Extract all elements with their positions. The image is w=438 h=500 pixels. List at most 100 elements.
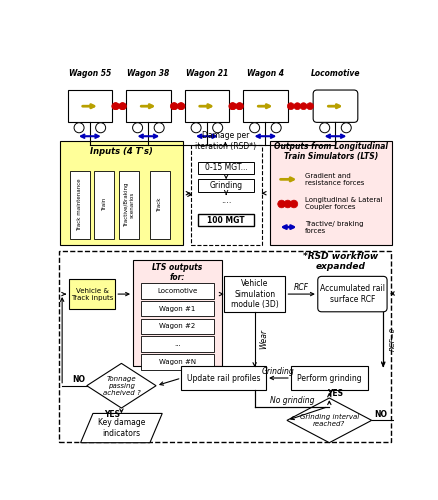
Text: Grinding interval
reached?: Grinding interval reached?	[299, 414, 358, 427]
Text: Track maintenance: Track maintenance	[77, 178, 82, 231]
Circle shape	[212, 123, 222, 133]
Circle shape	[236, 102, 243, 110]
Text: ....: ....	[220, 196, 231, 205]
Text: Wagon 21: Wagon 21	[185, 69, 227, 78]
Text: No grinding: No grinding	[269, 396, 314, 405]
Text: Accumulated rail
surface RCF: Accumulated rail surface RCF	[319, 284, 384, 304]
Circle shape	[112, 102, 118, 110]
Text: Gradient and
resistance forces: Gradient and resistance forces	[304, 173, 363, 186]
Text: Perform grinding: Perform grinding	[297, 374, 361, 382]
Bar	[140, 284, 213, 298]
Circle shape	[154, 123, 164, 133]
Bar	[94, 171, 114, 238]
Circle shape	[95, 123, 106, 133]
Circle shape	[287, 102, 293, 110]
Bar	[140, 318, 213, 334]
Text: Wagon #N: Wagon #N	[158, 359, 195, 365]
Text: NO: NO	[374, 410, 386, 418]
Text: Wagon #1: Wagon #1	[159, 306, 195, 312]
Text: YES: YES	[327, 390, 343, 398]
Text: RCF: RCF	[293, 284, 308, 292]
Text: Grinding: Grinding	[261, 368, 294, 376]
Circle shape	[340, 123, 350, 133]
Circle shape	[293, 102, 300, 110]
Bar	[198, 162, 253, 174]
Text: Vehicle
Simulation
module (3D): Vehicle Simulation module (3D)	[230, 279, 278, 309]
Text: Wagon 4: Wagon 4	[246, 69, 283, 78]
Text: Tractive/Braking
scenarios: Tractive/Braking scenarios	[124, 182, 134, 227]
Text: Grinding: Grinding	[209, 181, 242, 190]
Circle shape	[171, 102, 178, 110]
Bar	[67, 90, 112, 122]
Text: YES: YES	[104, 410, 120, 418]
Bar	[198, 214, 253, 226]
Bar	[70, 171, 90, 238]
Circle shape	[229, 102, 236, 110]
Text: ...: ...	[173, 341, 180, 347]
Circle shape	[112, 102, 119, 110]
Bar	[140, 301, 213, 316]
Text: Train: Train	[102, 198, 107, 211]
Bar	[181, 366, 265, 390]
Circle shape	[74, 123, 84, 133]
Polygon shape	[87, 364, 156, 408]
Circle shape	[170, 102, 177, 110]
Text: Wear: Wear	[259, 329, 268, 349]
Text: 0-15 MGT...: 0-15 MGT...	[204, 164, 247, 172]
Text: *RSD workflow
expanded: *RSD workflow expanded	[303, 252, 378, 272]
Circle shape	[306, 102, 313, 110]
Circle shape	[271, 123, 281, 133]
Text: Update rail profiles: Update rail profiles	[187, 374, 260, 382]
Bar	[69, 280, 115, 308]
Circle shape	[228, 102, 235, 110]
Text: Tractive/ braking
forces: Tractive/ braking forces	[304, 220, 362, 234]
Polygon shape	[81, 414, 162, 442]
Text: Tonnage
passing
acheived ?: Tonnage passing acheived ?	[102, 376, 140, 396]
Circle shape	[178, 102, 184, 110]
Bar	[269, 141, 391, 245]
Circle shape	[177, 102, 184, 110]
Text: Wagon 38: Wagon 38	[127, 69, 169, 78]
Text: Damage per
iteration (RSD*): Damage per iteration (RSD*)	[194, 131, 255, 150]
Bar	[59, 251, 390, 442]
Bar	[198, 180, 253, 192]
Circle shape	[319, 123, 329, 133]
Circle shape	[283, 200, 291, 208]
Bar	[133, 260, 221, 366]
Text: Vehicle &
Track inputs: Vehicle & Track inputs	[71, 288, 113, 300]
Bar	[290, 366, 367, 390]
Bar	[126, 90, 170, 122]
Bar	[140, 336, 213, 352]
Text: Wagon #2: Wagon #2	[159, 324, 195, 330]
Text: LTS outputs
for:: LTS outputs for:	[152, 263, 202, 282]
Text: NO: NO	[72, 375, 85, 384]
Bar	[60, 141, 183, 245]
Text: Locomotive: Locomotive	[157, 288, 197, 294]
Circle shape	[300, 102, 306, 110]
Text: Track: Track	[157, 198, 162, 212]
FancyBboxPatch shape	[312, 90, 357, 122]
Text: Outputs from Longitudinal
Train Simulators (LTS): Outputs from Longitudinal Train Simulato…	[273, 142, 387, 162]
Bar	[190, 144, 261, 245]
Text: Key damage
indicators: Key damage indicators	[98, 418, 145, 438]
Circle shape	[191, 123, 201, 133]
Text: RCF=0: RCF=0	[389, 327, 395, 351]
Text: Locomotive: Locomotive	[310, 69, 360, 78]
Text: 100 MGT: 100 MGT	[207, 216, 244, 224]
Circle shape	[118, 102, 125, 110]
Circle shape	[119, 102, 126, 110]
Bar	[184, 90, 229, 122]
Text: Longitudinal & Lateral
Coupler forces: Longitudinal & Lateral Coupler forces	[304, 198, 381, 210]
Circle shape	[290, 200, 297, 208]
Circle shape	[277, 200, 285, 208]
Bar	[243, 90, 287, 122]
Text: Inputs (4 T's): Inputs (4 T's)	[90, 147, 152, 156]
Bar	[223, 276, 285, 312]
Bar	[149, 171, 170, 238]
Circle shape	[132, 123, 142, 133]
FancyBboxPatch shape	[317, 276, 386, 312]
Bar	[140, 354, 213, 370]
Polygon shape	[286, 398, 371, 442]
Circle shape	[249, 123, 259, 133]
Text: Wagon 55: Wagon 55	[69, 69, 111, 78]
